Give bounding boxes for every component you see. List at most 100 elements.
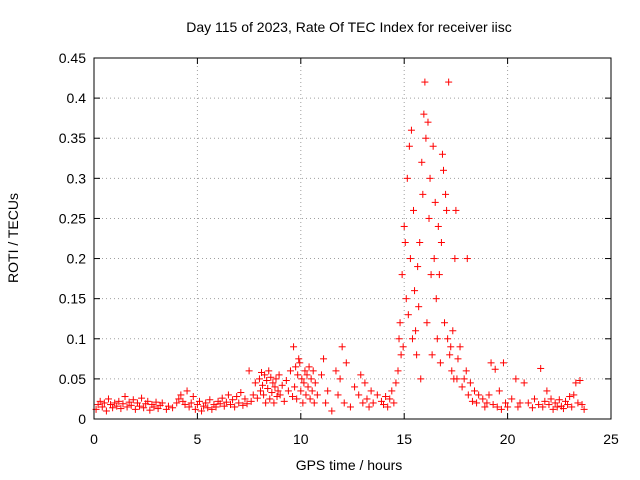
data-point [412,327,420,335]
data-point [452,206,460,214]
data-point [98,403,106,411]
data-point [442,190,450,198]
data-point [508,395,516,403]
data-point [296,359,304,367]
x-tick-label: 5 [194,431,202,447]
data-point [204,404,212,412]
data-point [289,393,297,401]
data-point [291,383,299,391]
data-point [235,399,243,407]
data-point [295,355,303,363]
data-point [447,343,455,351]
data-point [121,393,129,401]
data-point [535,401,543,409]
data-point [306,395,314,403]
data-point [451,255,459,263]
data-point [302,391,310,399]
data-point [276,391,284,399]
data-point [365,403,373,411]
data-point [539,403,547,411]
data-point [301,367,309,375]
data-point [255,375,263,383]
data-point [504,403,512,411]
data-point [576,376,584,384]
data-point [259,381,267,389]
data-point [261,371,269,379]
data-point [434,222,442,230]
data-point [96,397,104,405]
data-point [422,134,430,142]
data-point [446,351,454,359]
data-point [304,383,312,391]
data-point [416,239,424,247]
data-point [479,395,487,403]
data-point [251,379,259,387]
data-point [144,397,152,405]
data-point [212,403,220,411]
data-point [574,399,582,407]
data-point [424,118,432,126]
data-point [294,371,302,379]
data-point [475,391,483,399]
data-point [175,395,183,403]
data-point [271,383,279,391]
data-point [113,402,121,410]
data-point [427,271,435,279]
data-point [359,399,367,407]
data-point [456,343,464,351]
data-point [432,295,440,303]
data-point [403,174,411,182]
data-point [173,399,181,407]
data-point [549,405,557,413]
data-point [278,381,286,389]
data-point [394,367,402,375]
data-point [466,379,474,387]
data-point [267,373,275,381]
data-point [320,355,328,363]
data-point [224,391,232,399]
data-point [431,198,439,206]
data-point [430,255,438,263]
data-point [436,359,444,367]
data-point [444,335,452,343]
data-point [524,399,532,407]
data-point [441,319,449,327]
data-point [262,399,270,407]
data-point [497,405,505,413]
data-point [138,394,146,402]
data-point [426,174,434,182]
x-tick-label: 15 [396,431,412,447]
data-point [396,319,404,327]
data-point [405,142,413,150]
data-point [559,405,567,413]
x-tick-label: 25 [603,431,619,447]
data-point [237,389,245,397]
data-point [568,403,576,411]
data-point [448,367,456,375]
data-point [423,319,431,327]
data-point [373,391,381,399]
data-point [553,403,561,411]
data-point [443,206,451,214]
y-tick-label: 0.1 [67,331,87,347]
data-point [382,393,390,401]
data-point [445,78,453,86]
data-point [260,391,268,399]
x-tick-label: 0 [90,431,98,447]
data-point [491,365,499,373]
data-point [183,387,191,395]
data-point [555,396,563,404]
data-point [297,387,305,395]
data-point [220,402,228,410]
data-point [351,383,359,391]
x-axis-label: GPS time / hours [296,457,403,473]
data-point [280,397,288,405]
y-tick-label: 0.2 [67,251,87,267]
data-point [239,401,247,409]
data-point [411,287,419,295]
data-point [418,158,426,166]
data-point [417,375,425,383]
data-point [177,391,185,399]
data-point [131,405,139,413]
